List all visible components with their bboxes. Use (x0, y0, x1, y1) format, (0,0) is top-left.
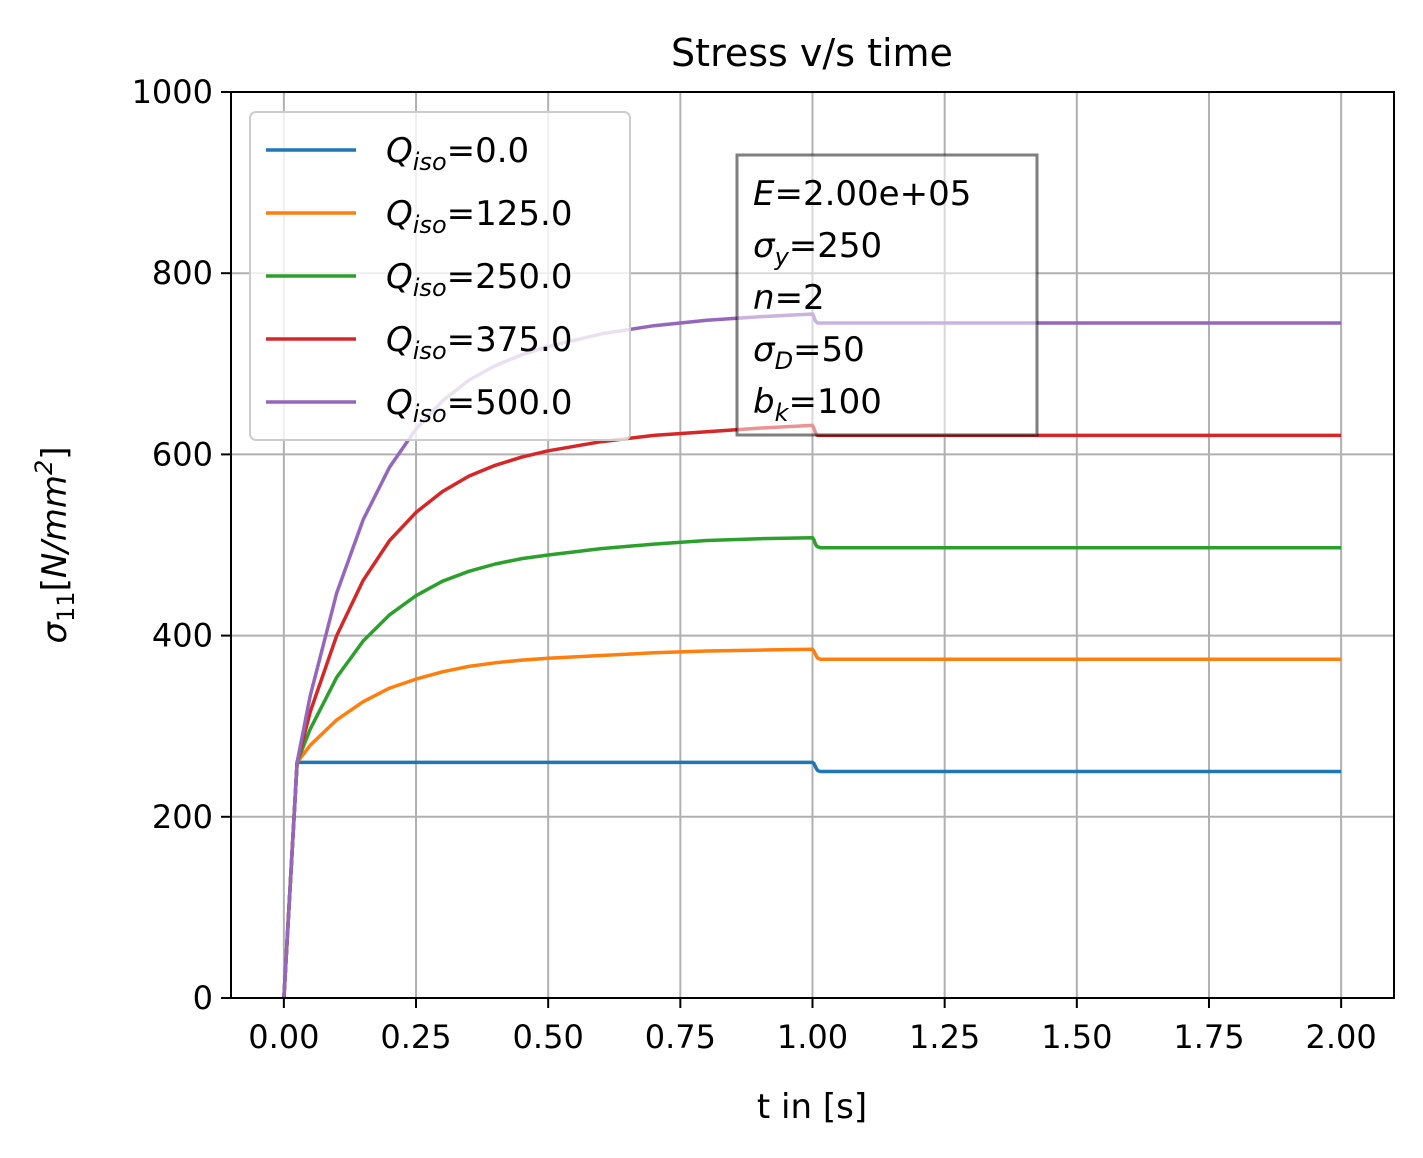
legend: Qiso=0.0Qiso=125.0Qiso=250.0Qiso=375.0Qi… (250, 112, 630, 440)
y-tick-label: 1000 (132, 73, 213, 111)
annotation-line: σD=50 (753, 330, 865, 375)
y-tick-label: 200 (152, 798, 213, 836)
x-tick-label: 0.75 (645, 1018, 716, 1056)
x-tick-label: 0.00 (248, 1018, 319, 1056)
x-tick-label: 1.75 (1173, 1018, 1244, 1056)
x-tick-label: 1.00 (777, 1018, 848, 1056)
x-tick-label: 0.50 (513, 1018, 584, 1056)
x-tick-label: 0.25 (380, 1018, 451, 1056)
parameter-annotation-box: E=2.00e+05 σy=250 n=2 σD=50 bk=100 (737, 155, 1037, 435)
x-tick-label: 1.50 (1041, 1018, 1112, 1056)
legend-label: Qiso=0.0 (386, 131, 529, 176)
y-tick-label: 800 (152, 254, 213, 292)
annotation-line: σy=250 (753, 226, 882, 271)
chart-title: Stress v/s time (671, 31, 953, 75)
y-tick-label: 400 (152, 617, 213, 655)
x-tick-label: 1.25 (909, 1018, 980, 1056)
annotation-line: E=2.00e+05 (753, 174, 971, 214)
x-axis-label: t in [s] (757, 1087, 867, 1127)
y-tick-label: 600 (152, 435, 213, 473)
annotation-line: n=2 (753, 278, 825, 318)
y-tick-label: 0 (193, 979, 213, 1017)
x-tick-label: 2.00 (1306, 1018, 1377, 1056)
annotation-line: bk=100 (753, 382, 882, 427)
